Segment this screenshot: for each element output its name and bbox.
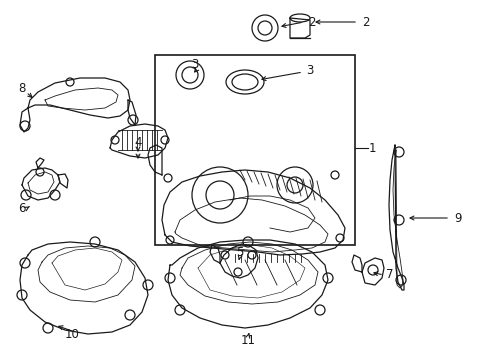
Text: 1: 1 <box>368 141 376 154</box>
Text: 2: 2 <box>308 15 316 28</box>
Text: 8: 8 <box>18 81 25 94</box>
Text: 3: 3 <box>306 63 314 77</box>
Text: 4: 4 <box>134 135 142 148</box>
Text: 3: 3 <box>191 58 198 72</box>
Text: 9: 9 <box>454 211 462 225</box>
Bar <box>155 55 355 245</box>
Text: 2: 2 <box>362 15 370 28</box>
Text: 10: 10 <box>65 328 79 342</box>
Text: 7: 7 <box>386 269 394 282</box>
Text: 11: 11 <box>241 333 255 346</box>
Text: 6: 6 <box>18 202 26 215</box>
Text: 5: 5 <box>236 246 244 258</box>
